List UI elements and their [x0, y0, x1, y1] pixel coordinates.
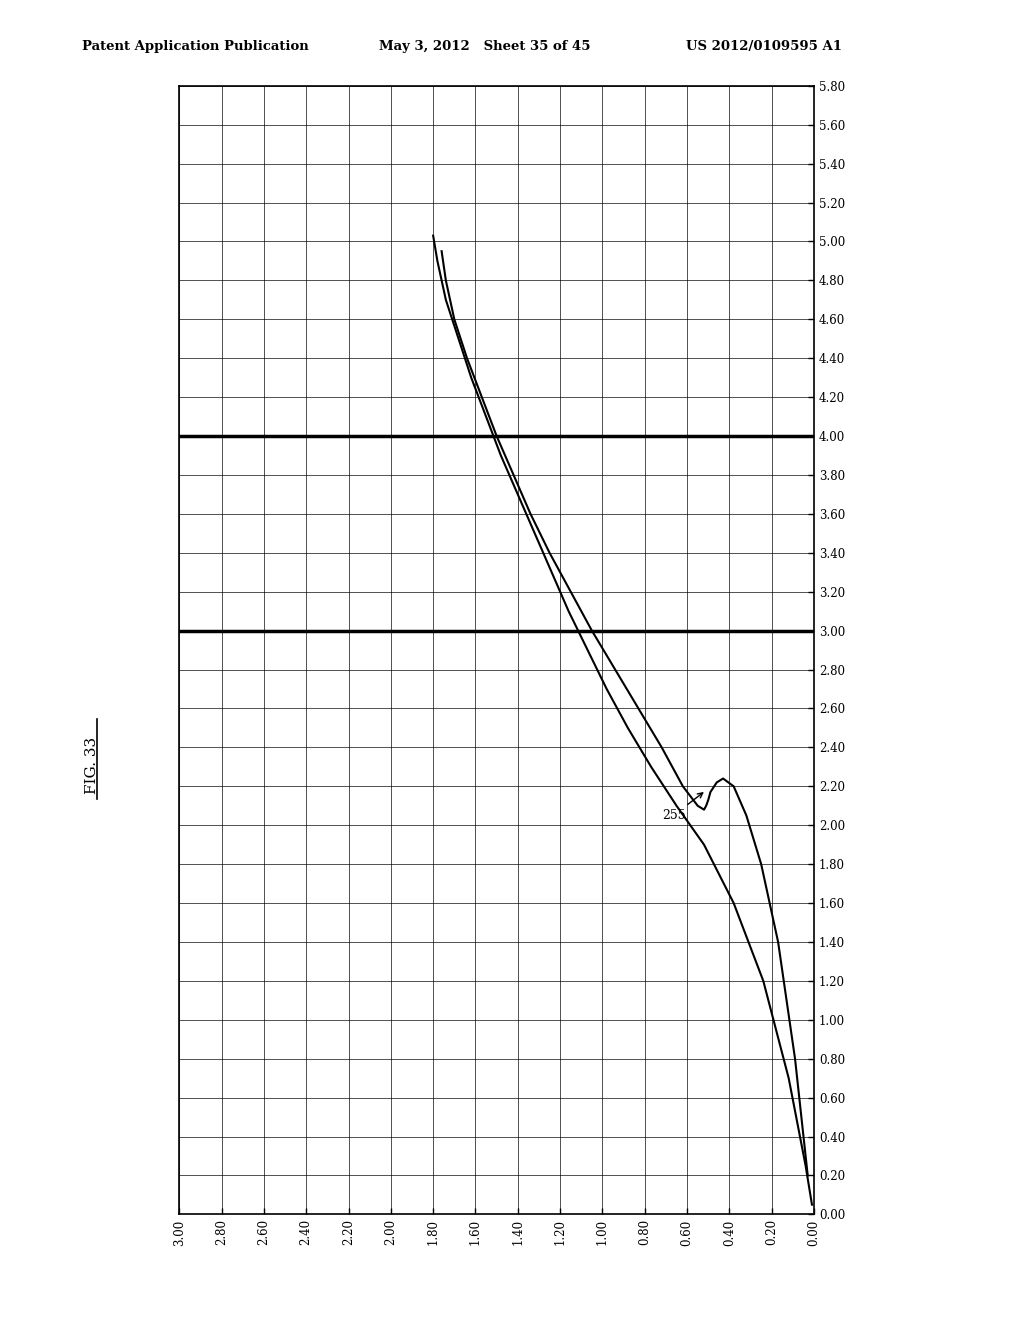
Text: Patent Application Publication: Patent Application Publication — [82, 40, 308, 53]
Text: US 2012/0109595 A1: US 2012/0109595 A1 — [686, 40, 842, 53]
Text: May 3, 2012   Sheet 35 of 45: May 3, 2012 Sheet 35 of 45 — [379, 40, 591, 53]
Text: FIG. 33: FIG. 33 — [85, 737, 99, 795]
Text: 255: 255 — [662, 793, 702, 822]
